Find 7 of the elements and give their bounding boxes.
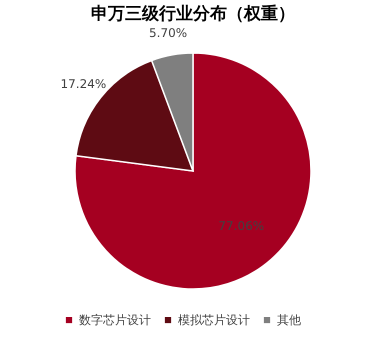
chart-title: 申万三级行业分布（权重）	[91, 4, 295, 24]
data-label: 5.70%	[149, 26, 188, 40]
data-label: 77.06%	[218, 218, 264, 233]
legend-label: 其他	[277, 313, 301, 328]
legend-label: 数字芯片设计	[79, 313, 151, 328]
data-label: 17.24%	[60, 76, 106, 91]
legend-label: 模拟芯片设计	[178, 313, 250, 328]
